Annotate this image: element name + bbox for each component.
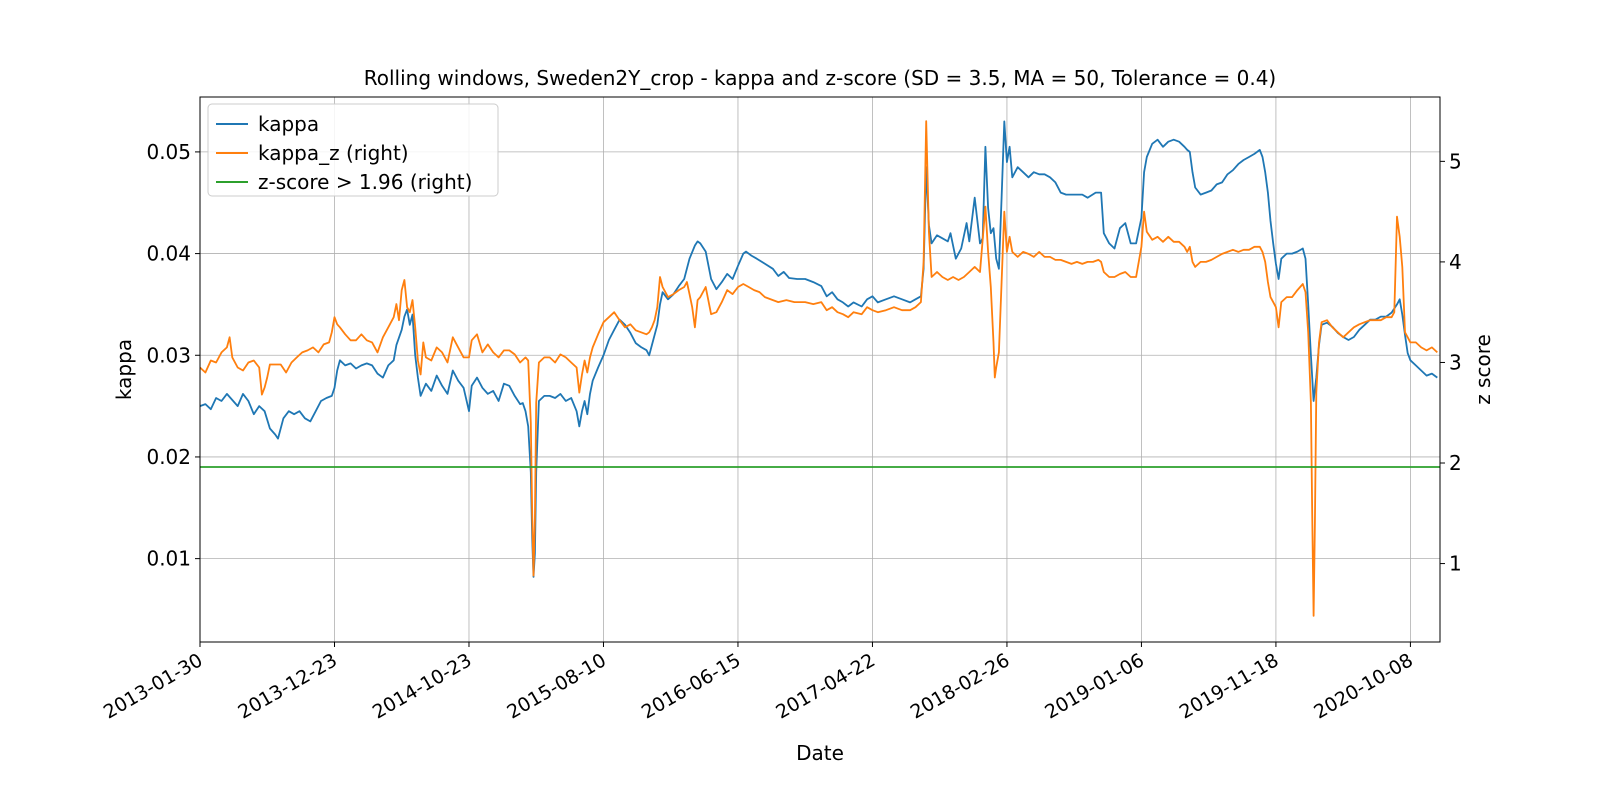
y-tick-label: 0.04 [146, 242, 191, 266]
y-axis-label-left: kappa [112, 339, 136, 400]
y2-tick-label: 5 [1449, 149, 1462, 173]
y-tick-label: 0.01 [146, 547, 191, 571]
series-line-1 [199, 120, 1438, 578]
y-axis-label-right: z score [1471, 334, 1495, 405]
y2-tick-label: 3 [1449, 350, 1462, 374]
legend-frame [207, 103, 499, 197]
series-line-2 [199, 120, 1438, 617]
y2-tick-label: 1 [1449, 552, 1462, 576]
y2-tick-label: 4 [1449, 250, 1462, 274]
y-tick-label: 0.03 [146, 343, 191, 367]
legend: kappa kappa_z (right) z-score > 1.96 (righ… [207, 103, 499, 197]
legend-label: kappa [258, 112, 319, 136]
legend-label: kappa_z (right) [258, 141, 409, 165]
legend-label: z-score > 1.96 (right) [258, 170, 472, 194]
series-layer [199, 120, 1440, 617]
x-axis-label: Date [796, 741, 844, 765]
y2-tick-label: 2 [1449, 451, 1462, 475]
y-tick-label: 0.05 [146, 140, 191, 164]
plot-area-frame [199, 96, 1441, 643]
chart-title: Rolling windows, Sweden2Y_crop - kappa a… [364, 66, 1276, 90]
y-tick-label: 0.02 [146, 445, 191, 469]
